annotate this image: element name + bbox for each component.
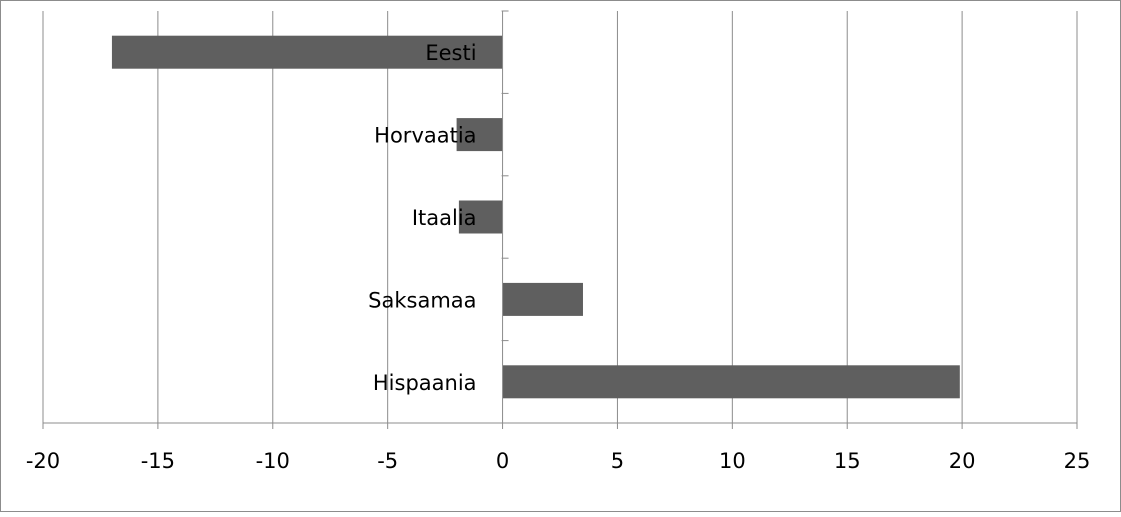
category-label: Itaalia	[412, 206, 477, 230]
bar-saksamaa	[502, 282, 583, 316]
x-tick-label: 5	[611, 449, 624, 473]
category-labels: Eesti Horvaatia Itaalia Saksamaa Hispaania	[368, 41, 476, 395]
category-label: Hispaania	[373, 371, 477, 395]
x-tick-label: -5	[377, 449, 398, 473]
bar-hispaania	[502, 365, 960, 399]
x-tick-label: -10	[256, 449, 290, 473]
bar-itaalia	[458, 200, 503, 234]
bars	[111, 35, 960, 399]
x-tick-labels: -20 -15 -10 -5 0 5 10 15 20 25	[26, 449, 1091, 473]
x-tick-label: 15	[834, 449, 861, 473]
x-tick-label: 0	[496, 449, 509, 473]
x-tick-label: 25	[1064, 449, 1091, 473]
x-tick-label: -15	[141, 449, 175, 473]
category-label: Horvaatia	[374, 124, 476, 148]
category-label: Saksamaa	[368, 288, 476, 312]
bar-horvaatia	[456, 118, 503, 152]
x-tick-label: 20	[949, 449, 976, 473]
bar-eesti	[111, 35, 503, 69]
gridlines	[42, 11, 1078, 423]
axes	[42, 10, 1078, 429]
x-tick-label: -20	[26, 449, 60, 473]
x-tick-label: 10	[719, 449, 746, 473]
category-label: Eesti	[425, 41, 476, 65]
